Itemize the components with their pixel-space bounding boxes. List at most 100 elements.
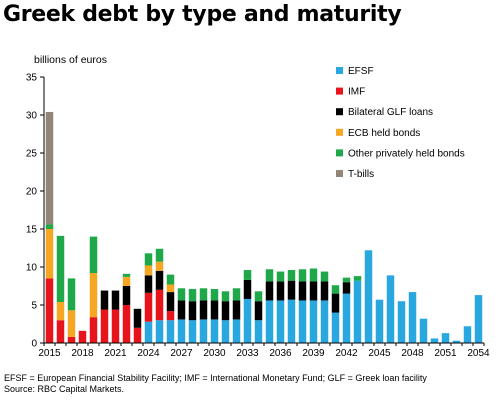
- y-tick-label: 15: [26, 225, 38, 236]
- bar-segment: [144, 292, 153, 322]
- y-tick-label: 0: [31, 339, 37, 350]
- bar-segment: [232, 319, 241, 343]
- bar-segment: [221, 291, 230, 302]
- notes: EFSF = European Financial Stability Faci…: [4, 373, 427, 395]
- legend-label: T-bills: [348, 169, 374, 180]
- bar-segment: [144, 253, 153, 266]
- bar-segment: [122, 273, 131, 277]
- bar-segment: [45, 224, 54, 229]
- bar-segment: [243, 279, 252, 299]
- legend-swatch: [336, 87, 343, 95]
- bar-segment: [265, 300, 274, 343]
- bar-segment: [309, 300, 318, 343]
- bar-segment: [166, 284, 175, 293]
- bar-segment: [122, 276, 131, 286]
- bar-segment: [133, 308, 142, 328]
- bar-segment: [320, 281, 329, 301]
- bar-segment: [166, 311, 175, 321]
- bar-segment: [144, 321, 153, 343]
- bar-segment: [331, 285, 340, 294]
- bar-segment: [353, 280, 362, 343]
- bar-segment: [188, 320, 197, 343]
- bar-segment: [276, 271, 285, 282]
- bar-segment: [221, 301, 230, 321]
- legend-label: IMF: [348, 87, 365, 98]
- bar-segment: [78, 330, 87, 343]
- legend-swatch: [336, 149, 343, 157]
- bar-segment: [199, 319, 208, 343]
- bar-segment: [243, 298, 252, 343]
- x-tick-label: 2051: [434, 348, 457, 359]
- legend-swatch: [336, 128, 343, 136]
- bar-segment: [155, 320, 164, 343]
- bar-segment: [144, 265, 153, 276]
- bar-segment: [331, 312, 340, 343]
- bar-segment: [254, 291, 263, 302]
- bar-segment: [188, 301, 197, 321]
- y-tick-label: 10: [26, 263, 38, 274]
- bar-segment: [298, 269, 307, 282]
- bar-segment: [463, 326, 472, 343]
- x-tick-label: 2018: [71, 348, 94, 359]
- bar-segment: [155, 248, 164, 262]
- bar-segment: [199, 288, 208, 301]
- bar-segment: [276, 300, 285, 343]
- bar-segment: [474, 295, 483, 343]
- bar-segment: [177, 300, 186, 320]
- bar-segment: [166, 292, 175, 312]
- bar-segment: [155, 289, 164, 321]
- bar-segment: [166, 320, 175, 343]
- bar-segment: [298, 281, 307, 301]
- bar-segment: [188, 289, 197, 302]
- x-tick-label: 2024: [137, 348, 160, 359]
- legend-swatch: [336, 170, 343, 177]
- y-tick-label: 30: [26, 111, 38, 122]
- bar-segment: [320, 271, 329, 282]
- bar-segment: [441, 333, 450, 343]
- bar-segment: [67, 278, 76, 311]
- bar-segment: [364, 250, 373, 343]
- bar-segment: [177, 319, 186, 343]
- bar-segment: [397, 301, 406, 343]
- bar-segment: [408, 292, 417, 343]
- bar-segment: [67, 336, 76, 343]
- bar-segment: [331, 293, 340, 313]
- bars-group: [45, 111, 483, 343]
- x-tick-label: 2045: [368, 348, 391, 359]
- legend: EFSF IMF Bilateral GLF loans ECB held bonds…: [336, 66, 465, 180]
- bar-segment: [210, 319, 219, 343]
- y-tick-label: 20: [26, 187, 38, 198]
- chart-title: Greek debt by type and maturity: [3, 2, 402, 27]
- bar-segment: [111, 309, 120, 343]
- bar-segment: [210, 289, 219, 301]
- bar-segment: [232, 288, 241, 301]
- bar-segment: [89, 273, 98, 318]
- bar-segment: [100, 309, 109, 343]
- bar-segment: [320, 300, 329, 343]
- x-tick-label: 2021: [104, 348, 127, 359]
- bar-segment: [133, 327, 142, 343]
- bar-segment: [287, 299, 296, 343]
- bar-segment: [155, 270, 164, 290]
- bar-segment: [56, 320, 65, 343]
- bar-segment: [177, 288, 186, 301]
- legend-label: Bilateral GLF loans: [348, 107, 433, 118]
- bar-segment: [342, 282, 351, 294]
- bar-segment: [353, 276, 362, 281]
- bar-segment: [309, 268, 318, 282]
- x-tick-label: 2030: [203, 348, 226, 359]
- bar-segment: [375, 299, 384, 343]
- bar-segment: [100, 290, 109, 310]
- bar-segment: [452, 340, 461, 343]
- bar-segment: [298, 300, 307, 343]
- bar-segment: [287, 270, 296, 281]
- x-axis: 2015 2018 2021 2024 2027 2030 2033 2036 2039 2042…: [38, 342, 490, 359]
- bar-segment: [166, 274, 175, 285]
- bar-segment: [287, 280, 296, 300]
- y-tick-label: 35: [26, 73, 38, 84]
- bar-segment: [210, 300, 219, 320]
- bar-segment: [221, 320, 230, 343]
- bar-segment: [89, 236, 98, 274]
- y-tick-label: 5: [31, 301, 37, 312]
